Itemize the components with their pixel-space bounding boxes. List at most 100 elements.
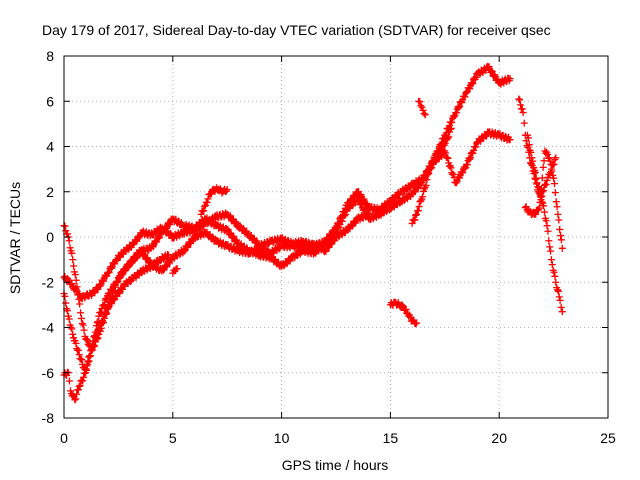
track-c-point — [138, 247, 146, 255]
track-c-point — [140, 250, 148, 258]
y-tick-label: 6 — [46, 93, 54, 109]
y-tick-label: -8 — [42, 410, 55, 426]
track-b-point — [338, 217, 346, 225]
track-c-point — [63, 230, 71, 238]
track-c-point — [125, 262, 133, 270]
track-b-point — [63, 307, 71, 315]
track-b-point — [224, 225, 232, 233]
track-b-point — [73, 345, 81, 353]
track-b-point — [226, 229, 234, 237]
track-l-point — [412, 211, 420, 219]
track-b-point — [461, 164, 469, 172]
track-d-point — [90, 341, 98, 349]
track-b-point — [149, 242, 157, 250]
track-b-point — [443, 154, 451, 162]
x-tick-label: 10 — [274, 430, 290, 446]
track-b-point — [358, 200, 366, 208]
axes: 0 5 10 15 20 25 -8 -6 -4 -2 0 2 4 6 8 — [42, 48, 616, 446]
data-points — [60, 62, 566, 404]
track-a-point — [232, 218, 240, 226]
track-j-point — [557, 236, 565, 244]
track-e-point — [204, 195, 212, 203]
track-b-point — [353, 194, 361, 202]
track-j-point — [554, 210, 562, 218]
track-h-point — [417, 102, 425, 110]
track-l-point — [422, 181, 430, 189]
y-tick-label: -4 — [42, 320, 55, 336]
track-d-point — [86, 352, 94, 360]
track-b-point — [77, 355, 85, 363]
track-j-point — [557, 232, 565, 240]
track-b-point — [233, 236, 241, 244]
track-l-point — [426, 165, 434, 173]
track-l-point — [446, 125, 454, 133]
track-e-point — [223, 185, 231, 193]
track-j-point — [546, 157, 554, 165]
track-d-point — [87, 347, 95, 355]
track-k-point — [550, 160, 558, 168]
track-h-point — [419, 106, 427, 114]
track-i-point — [544, 227, 552, 235]
track-d-point — [85, 353, 93, 361]
track-i-point — [542, 217, 550, 225]
track-c-point — [121, 267, 129, 275]
track-a-point — [466, 85, 474, 93]
track-a-point — [485, 63, 493, 71]
track-b-point — [444, 154, 452, 162]
track-g-point — [399, 302, 407, 310]
track-d-point — [84, 357, 92, 365]
track-l-point — [447, 124, 455, 132]
track-a-point — [442, 129, 450, 137]
track-j-point — [533, 179, 541, 187]
track-h-point — [416, 98, 424, 106]
track-c-point — [74, 291, 82, 299]
track-i-point — [551, 272, 559, 280]
track-d-point — [107, 300, 115, 308]
track-i-point — [555, 293, 563, 301]
track-b-point — [341, 210, 349, 218]
track-i-point — [547, 256, 555, 264]
track-b-point — [65, 315, 73, 323]
track-a-point — [452, 109, 460, 117]
track-d-point — [93, 331, 101, 339]
track-b-point — [156, 233, 164, 241]
track-d-point — [75, 382, 83, 390]
track-j-point — [553, 203, 561, 211]
track-b-point — [472, 143, 480, 151]
track-c-point — [79, 321, 87, 329]
track-c-point — [77, 314, 85, 322]
track-c-point — [69, 256, 77, 264]
x-tick-label: 20 — [491, 430, 507, 446]
track-c-point — [71, 271, 79, 279]
track-l-point — [415, 203, 423, 211]
track-j-point — [552, 198, 560, 206]
track-a-point — [470, 74, 478, 82]
track-c-point — [82, 335, 90, 343]
track-c-point — [80, 326, 88, 334]
track-j-point — [528, 154, 536, 162]
track-j-point — [531, 168, 539, 176]
track-j-point — [525, 141, 533, 149]
track-j-point — [529, 157, 537, 165]
track-k-point — [547, 165, 555, 173]
track-l-point — [437, 146, 445, 154]
track-l-point — [441, 139, 449, 147]
track-c-point — [159, 266, 167, 274]
track-e-point — [203, 199, 211, 207]
track-j-point — [556, 225, 564, 233]
track-c-point — [70, 262, 78, 270]
y-tick-label: 4 — [46, 139, 54, 155]
track-a-point — [448, 118, 456, 126]
track-l-point — [444, 134, 452, 142]
track-i-point — [558, 308, 566, 316]
track-d-point — [74, 386, 82, 394]
track-a-point — [506, 75, 514, 83]
track-b-point — [442, 149, 450, 157]
track-k-point — [537, 193, 545, 201]
track-d-point — [90, 337, 98, 345]
track-k-point — [535, 204, 543, 212]
track-j-point — [555, 216, 563, 224]
track-c-point — [166, 259, 174, 267]
track-h-point — [418, 103, 426, 111]
track-b-point — [473, 139, 481, 147]
